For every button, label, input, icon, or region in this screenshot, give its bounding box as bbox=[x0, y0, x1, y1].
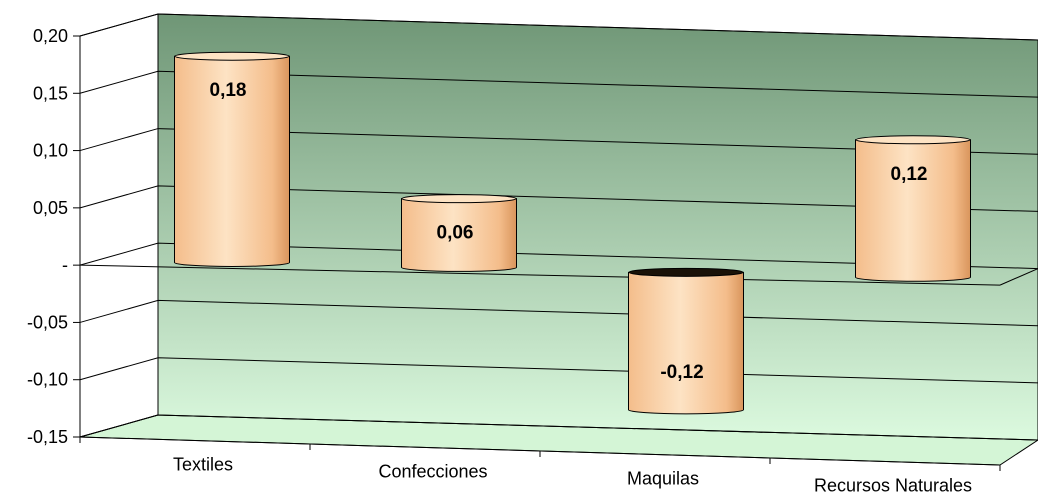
bar-body bbox=[628, 271, 744, 415]
gridline bbox=[79, 13, 1038, 41]
bar-cap bbox=[401, 194, 517, 204]
y-tick-label: - bbox=[62, 255, 68, 275]
data-label: 0,18 bbox=[210, 80, 247, 101]
y-tick-label: -0,10 bbox=[27, 370, 68, 390]
y-tick-label: 0,20 bbox=[33, 26, 68, 46]
bar-body bbox=[401, 198, 517, 272]
data-label: 0,06 bbox=[437, 223, 474, 244]
bar-body bbox=[855, 139, 971, 282]
x-tick-label: Maquilas bbox=[627, 469, 699, 489]
gridline bbox=[79, 70, 1038, 98]
gridline bbox=[79, 185, 1038, 212]
data-label: 0,12 bbox=[891, 164, 928, 185]
bar: 0,12 bbox=[855, 135, 971, 282]
bar-cap bbox=[174, 51, 290, 61]
gridline bbox=[79, 414, 1038, 441]
x-tick-label: Recursos Naturales bbox=[814, 476, 972, 496]
gridline bbox=[79, 128, 1038, 155]
x-axis: Textiles Confecciones Maquilas Recursos Nat… bbox=[79, 436, 1001, 496]
zero-back-line bbox=[79, 242, 1038, 270]
x-tick-label: Confecciones bbox=[378, 462, 487, 482]
bar-body bbox=[174, 55, 290, 267]
y-tick-label: -0,15 bbox=[27, 427, 68, 447]
gridline bbox=[79, 299, 1038, 327]
bar-cap bbox=[855, 135, 971, 145]
bar: -0,12 bbox=[628, 267, 744, 415]
bar: 0,06 bbox=[401, 194, 517, 272]
chart-side-wall bbox=[79, 13, 159, 438]
gridlines bbox=[79, 13, 1038, 441]
y-tick-label: -0,05 bbox=[27, 312, 68, 332]
bar: 0,18 bbox=[174, 51, 290, 267]
bars: 0,18 0,06 -0,12 0,12 bbox=[174, 51, 971, 415]
zero-right-edge bbox=[999, 268, 1038, 286]
zero-plane bbox=[79, 242, 1038, 286]
y-axis: 0,20 0,15 0,10 0,05 - -0,05 -0,10 -0,15 bbox=[27, 26, 81, 447]
gridline bbox=[79, 357, 1038, 384]
data-label: -0,12 bbox=[660, 362, 703, 383]
y-tick-label: 0,10 bbox=[33, 141, 68, 161]
zero-front-line bbox=[79, 264, 1001, 286]
y-tick-label: 0,15 bbox=[33, 83, 68, 103]
x-tick-label: Textiles bbox=[173, 455, 233, 475]
bar-cap bbox=[628, 267, 744, 277]
y-tick-label: 0,05 bbox=[33, 198, 68, 218]
